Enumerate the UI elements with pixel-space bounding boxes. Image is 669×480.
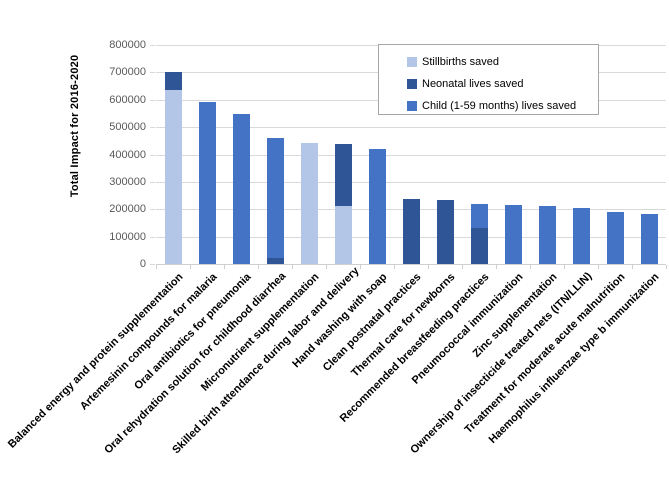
y-tick-mark xyxy=(150,72,155,74)
gridline xyxy=(156,154,666,156)
legend: Stillbirths saved Neonatal lives saved Chi… xyxy=(378,44,599,115)
legend-swatch-icon xyxy=(407,79,417,89)
bar-segment xyxy=(402,198,420,264)
x-tick-mark xyxy=(428,265,429,269)
bar-segment xyxy=(538,206,556,264)
bar-segment xyxy=(334,205,352,264)
y-tick-label: 300000 xyxy=(109,175,146,188)
legend-item: Child (1-59 months) lives saved xyxy=(379,95,598,117)
bar-segment xyxy=(232,114,250,264)
y-axis-title: Total Impact for 2016-2020 xyxy=(69,54,81,198)
x-tick-mark xyxy=(190,265,191,269)
legend-label: Stillbirths saved xyxy=(422,56,500,68)
x-tick-mark xyxy=(462,265,463,269)
y-tick-label: 200000 xyxy=(109,203,146,216)
x-tick-mark xyxy=(258,265,259,269)
y-tick-label: 500000 xyxy=(109,121,146,134)
x-tick-mark xyxy=(360,265,361,269)
bar-segment xyxy=(164,72,182,91)
y-tick-mark xyxy=(150,209,155,211)
gridline xyxy=(156,127,666,129)
bar-segment xyxy=(572,207,590,264)
legend-swatch-icon xyxy=(407,57,417,67)
legend-item: Stillbirths saved xyxy=(379,51,598,73)
x-tick-mark xyxy=(666,265,667,269)
bar-segment xyxy=(470,227,488,264)
y-tick-label: 600000 xyxy=(109,93,146,106)
x-tick-mark xyxy=(326,265,327,269)
gridline xyxy=(156,181,666,183)
y-tick-mark xyxy=(150,264,155,265)
bar-segment xyxy=(266,138,284,258)
y-tick-label: 100000 xyxy=(109,230,146,243)
bar-segment xyxy=(640,213,658,264)
y-tick-mark xyxy=(150,236,155,238)
bar-segment xyxy=(198,101,216,264)
x-tick-mark xyxy=(632,265,633,269)
bar-segment xyxy=(606,211,624,264)
y-tick-label: 700000 xyxy=(109,66,146,79)
bar-segment xyxy=(470,203,488,228)
y-tick-label: 400000 xyxy=(109,148,146,161)
legend-swatch-icon xyxy=(407,101,417,111)
bar-segment xyxy=(334,144,352,206)
bar-segment xyxy=(266,257,284,264)
y-tick-mark xyxy=(150,45,155,46)
x-tick-mark xyxy=(564,265,565,269)
bar-segment xyxy=(300,143,318,264)
x-tick-mark xyxy=(292,265,293,269)
x-tick-mark xyxy=(224,265,225,269)
bar-segment xyxy=(504,204,522,264)
bar-segment xyxy=(436,200,454,264)
bar-segment xyxy=(164,90,182,264)
legend-item: Neonatal lives saved xyxy=(379,73,598,95)
x-tick-mark xyxy=(530,265,531,269)
x-tick-mark xyxy=(156,265,157,269)
x-tick-mark xyxy=(496,265,497,269)
y-tick-mark xyxy=(150,181,155,183)
x-axis-line xyxy=(156,264,666,265)
y-tick-mark xyxy=(150,99,155,101)
x-tick-mark xyxy=(598,265,599,269)
bar-segment xyxy=(368,149,386,264)
y-tick-mark xyxy=(150,127,155,129)
y-tick-label: 0 xyxy=(139,258,146,270)
legend-label: Neonatal lives saved xyxy=(422,78,524,90)
x-tick-mark xyxy=(394,265,395,269)
legend-label: Child (1-59 months) lives saved xyxy=(422,100,577,112)
y-tick-mark xyxy=(150,154,155,156)
y-tick-label: 800000 xyxy=(109,39,146,51)
